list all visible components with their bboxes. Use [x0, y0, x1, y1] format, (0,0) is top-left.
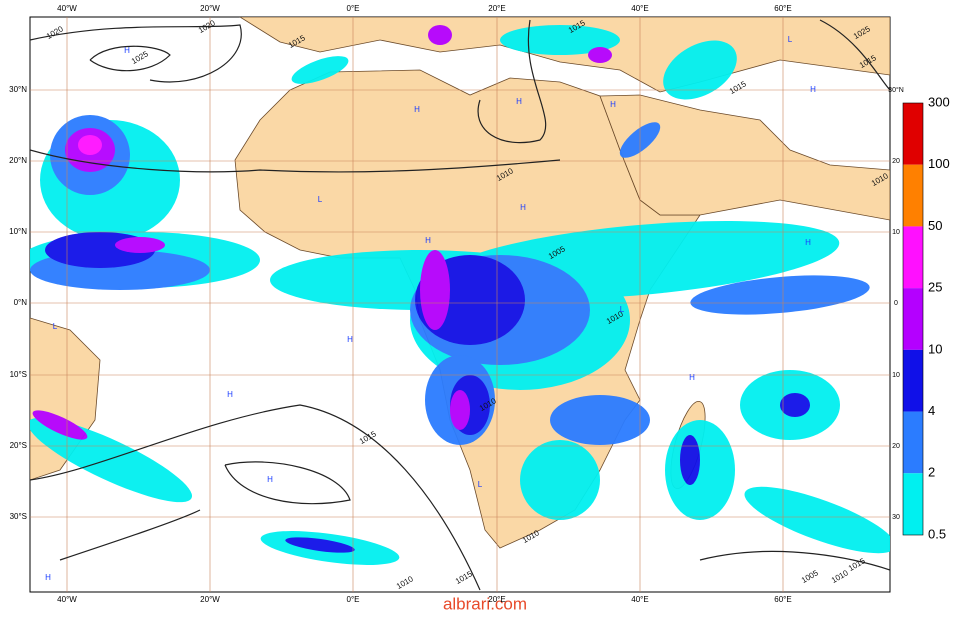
longitude-label-bottom: 20°W	[200, 595, 220, 604]
rain-area	[663, 40, 737, 100]
pressure-center: H	[425, 236, 431, 245]
rain-area	[780, 393, 810, 417]
longitude-label-top: 0°E	[347, 4, 360, 13]
isobars	[30, 19, 890, 591]
legend-level: 0.5	[928, 526, 946, 541]
rain-area	[115, 237, 165, 253]
precipitation	[30, 25, 890, 565]
legend-level: 10	[928, 341, 942, 356]
rain-area	[550, 395, 650, 445]
pressure-center: L	[788, 35, 793, 44]
pressure-center: L	[318, 195, 323, 204]
pressure-center: H	[414, 105, 420, 114]
latitude-label: 0°N	[14, 298, 28, 307]
legend-frame	[902, 102, 924, 536]
longitude-label-bottom: 0°E	[347, 595, 360, 604]
longitude-label-top: 40°E	[631, 4, 648, 13]
right-latitude-label: 20	[892, 443, 900, 450]
legend-level: 100	[928, 156, 950, 171]
longitude-label-bottom: 40°E	[631, 595, 648, 604]
rain-area	[520, 440, 600, 520]
graticule	[30, 17, 890, 592]
longitude-label-bottom: 40°W	[57, 595, 77, 604]
pressure-center: L	[53, 322, 58, 331]
legend-swatch	[903, 164, 923, 227]
legend-level: 25	[928, 280, 942, 295]
pressure-center: H	[45, 573, 51, 582]
legend-swatch	[903, 226, 923, 289]
pressure-center: H	[516, 97, 522, 106]
rain-area	[500, 25, 620, 55]
right-latitude-label: 0	[894, 300, 898, 307]
legend-swatch	[903, 103, 923, 165]
rain-area	[428, 25, 452, 45]
latitude-label: 30°N	[9, 85, 27, 94]
rain-area	[450, 390, 470, 430]
legend-swatch	[903, 473, 923, 535]
latitude-label: 10°S	[10, 370, 27, 379]
pressure-center: H	[347, 335, 353, 344]
legend-swatch	[903, 349, 923, 412]
pressure-center: H	[689, 373, 695, 382]
legend-swatch	[903, 288, 923, 350]
watermark: albrari.com	[443, 594, 527, 613]
rain-area	[420, 250, 450, 330]
latitude-label: 30°S	[10, 512, 27, 521]
legend-level: 4	[928, 403, 935, 418]
pressure-center: H	[267, 475, 273, 484]
rain-area	[78, 135, 102, 155]
right-latitude-label: 20	[892, 158, 900, 165]
pressure-center: H	[810, 85, 816, 94]
rain-area	[291, 56, 349, 84]
rain-area	[690, 275, 870, 315]
rain-area	[285, 537, 355, 553]
right-latitude-label: 10	[892, 229, 900, 236]
longitude-label-top: 20°W	[200, 4, 220, 13]
legend-swatch	[903, 411, 923, 474]
pressure-center: L	[478, 480, 483, 489]
right-latitude-label: 10	[892, 372, 900, 379]
right-latitude-label: 30	[892, 514, 900, 521]
longitude-label-top: 60°E	[774, 4, 791, 13]
latitude-label: 10°N	[9, 227, 27, 236]
pressure-center: H	[805, 238, 811, 247]
rain-area	[744, 486, 890, 554]
rain-area	[680, 435, 700, 485]
pressure-center: H	[520, 203, 526, 212]
pressure-center: L	[620, 305, 625, 314]
pressure-center: H	[610, 100, 616, 109]
map-body	[30, 17, 890, 592]
longitude-label-top: 40°W	[57, 4, 77, 13]
latitude-label: 20°N	[9, 156, 27, 165]
longitude-label-bottom: 60°E	[774, 595, 791, 604]
latitude-label: 20°S	[10, 441, 27, 450]
legend-level: 2	[928, 465, 935, 480]
right-latitude-label: 30°N	[888, 86, 904, 94]
rain-area	[32, 410, 88, 440]
legend-level: 300	[928, 94, 950, 109]
pressure-center: H	[124, 46, 130, 55]
rain-area	[30, 417, 193, 503]
longitude-label-bottom: 20°E	[488, 595, 505, 604]
rain-area	[588, 47, 612, 63]
rain-area	[665, 420, 735, 520]
legend-level: 50	[928, 218, 942, 233]
arabia	[599, 94, 890, 221]
pressure-center: H	[227, 390, 233, 399]
longitude-label-top: 20°E	[488, 4, 505, 13]
